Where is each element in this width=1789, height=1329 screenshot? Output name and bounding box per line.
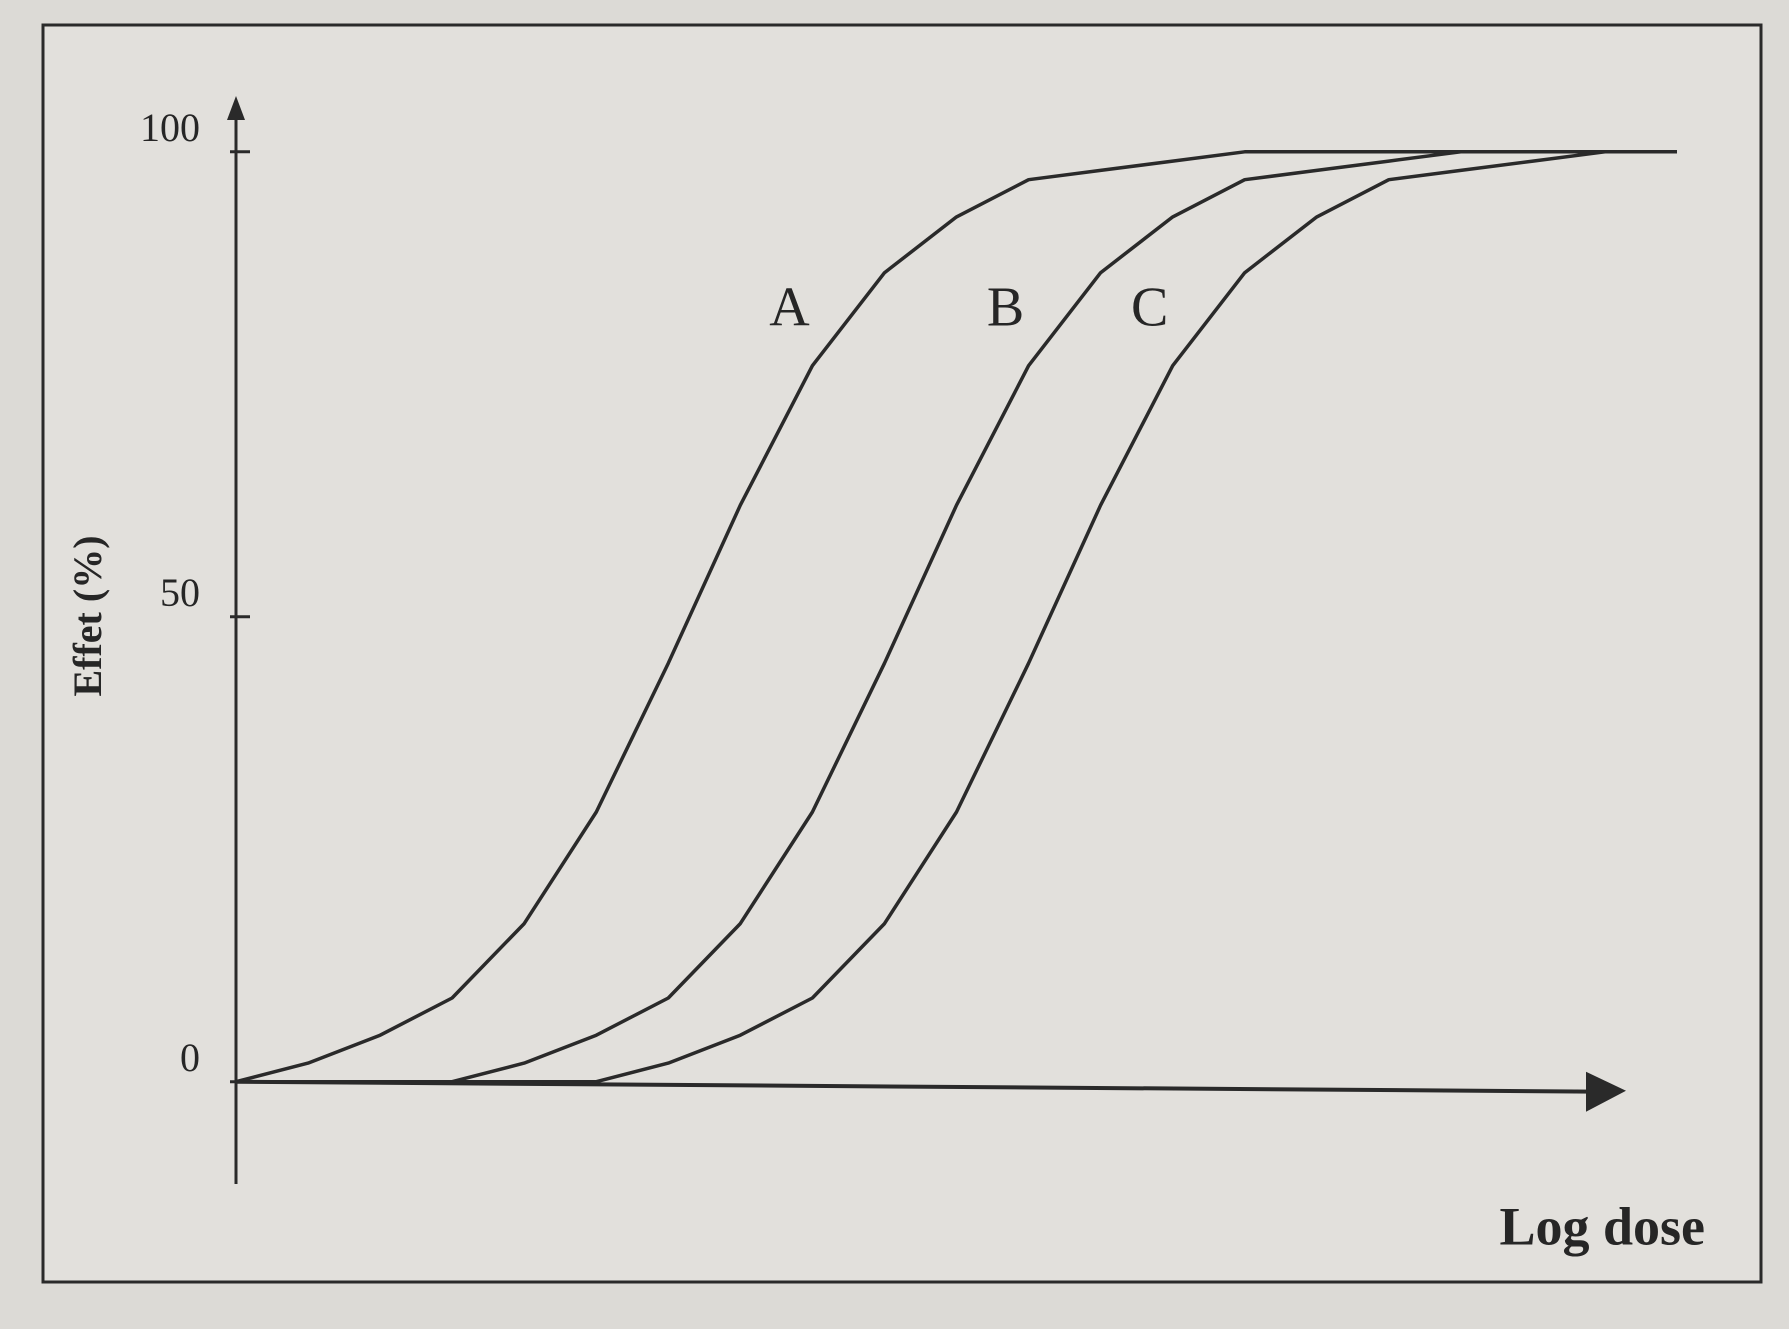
y-axis-arrow: [227, 96, 245, 120]
y-tick-label: 50: [160, 570, 200, 615]
curve-label: B: [987, 277, 1024, 339]
y-tick-label: 100: [140, 105, 200, 150]
y-axis-label: Effet (%): [65, 535, 110, 696]
x-axis-arrow: [1586, 1071, 1626, 1112]
curve-label: A: [769, 277, 810, 339]
y-tick-label: 0: [180, 1035, 200, 1080]
curve: [235, 150, 1677, 1084]
curve: [236, 150, 1677, 1084]
curve-label: C: [1131, 277, 1168, 339]
frame: [41, 23, 1763, 1284]
x-axis-label: Log dose: [1499, 1196, 1705, 1256]
curve: [236, 150, 1677, 1084]
